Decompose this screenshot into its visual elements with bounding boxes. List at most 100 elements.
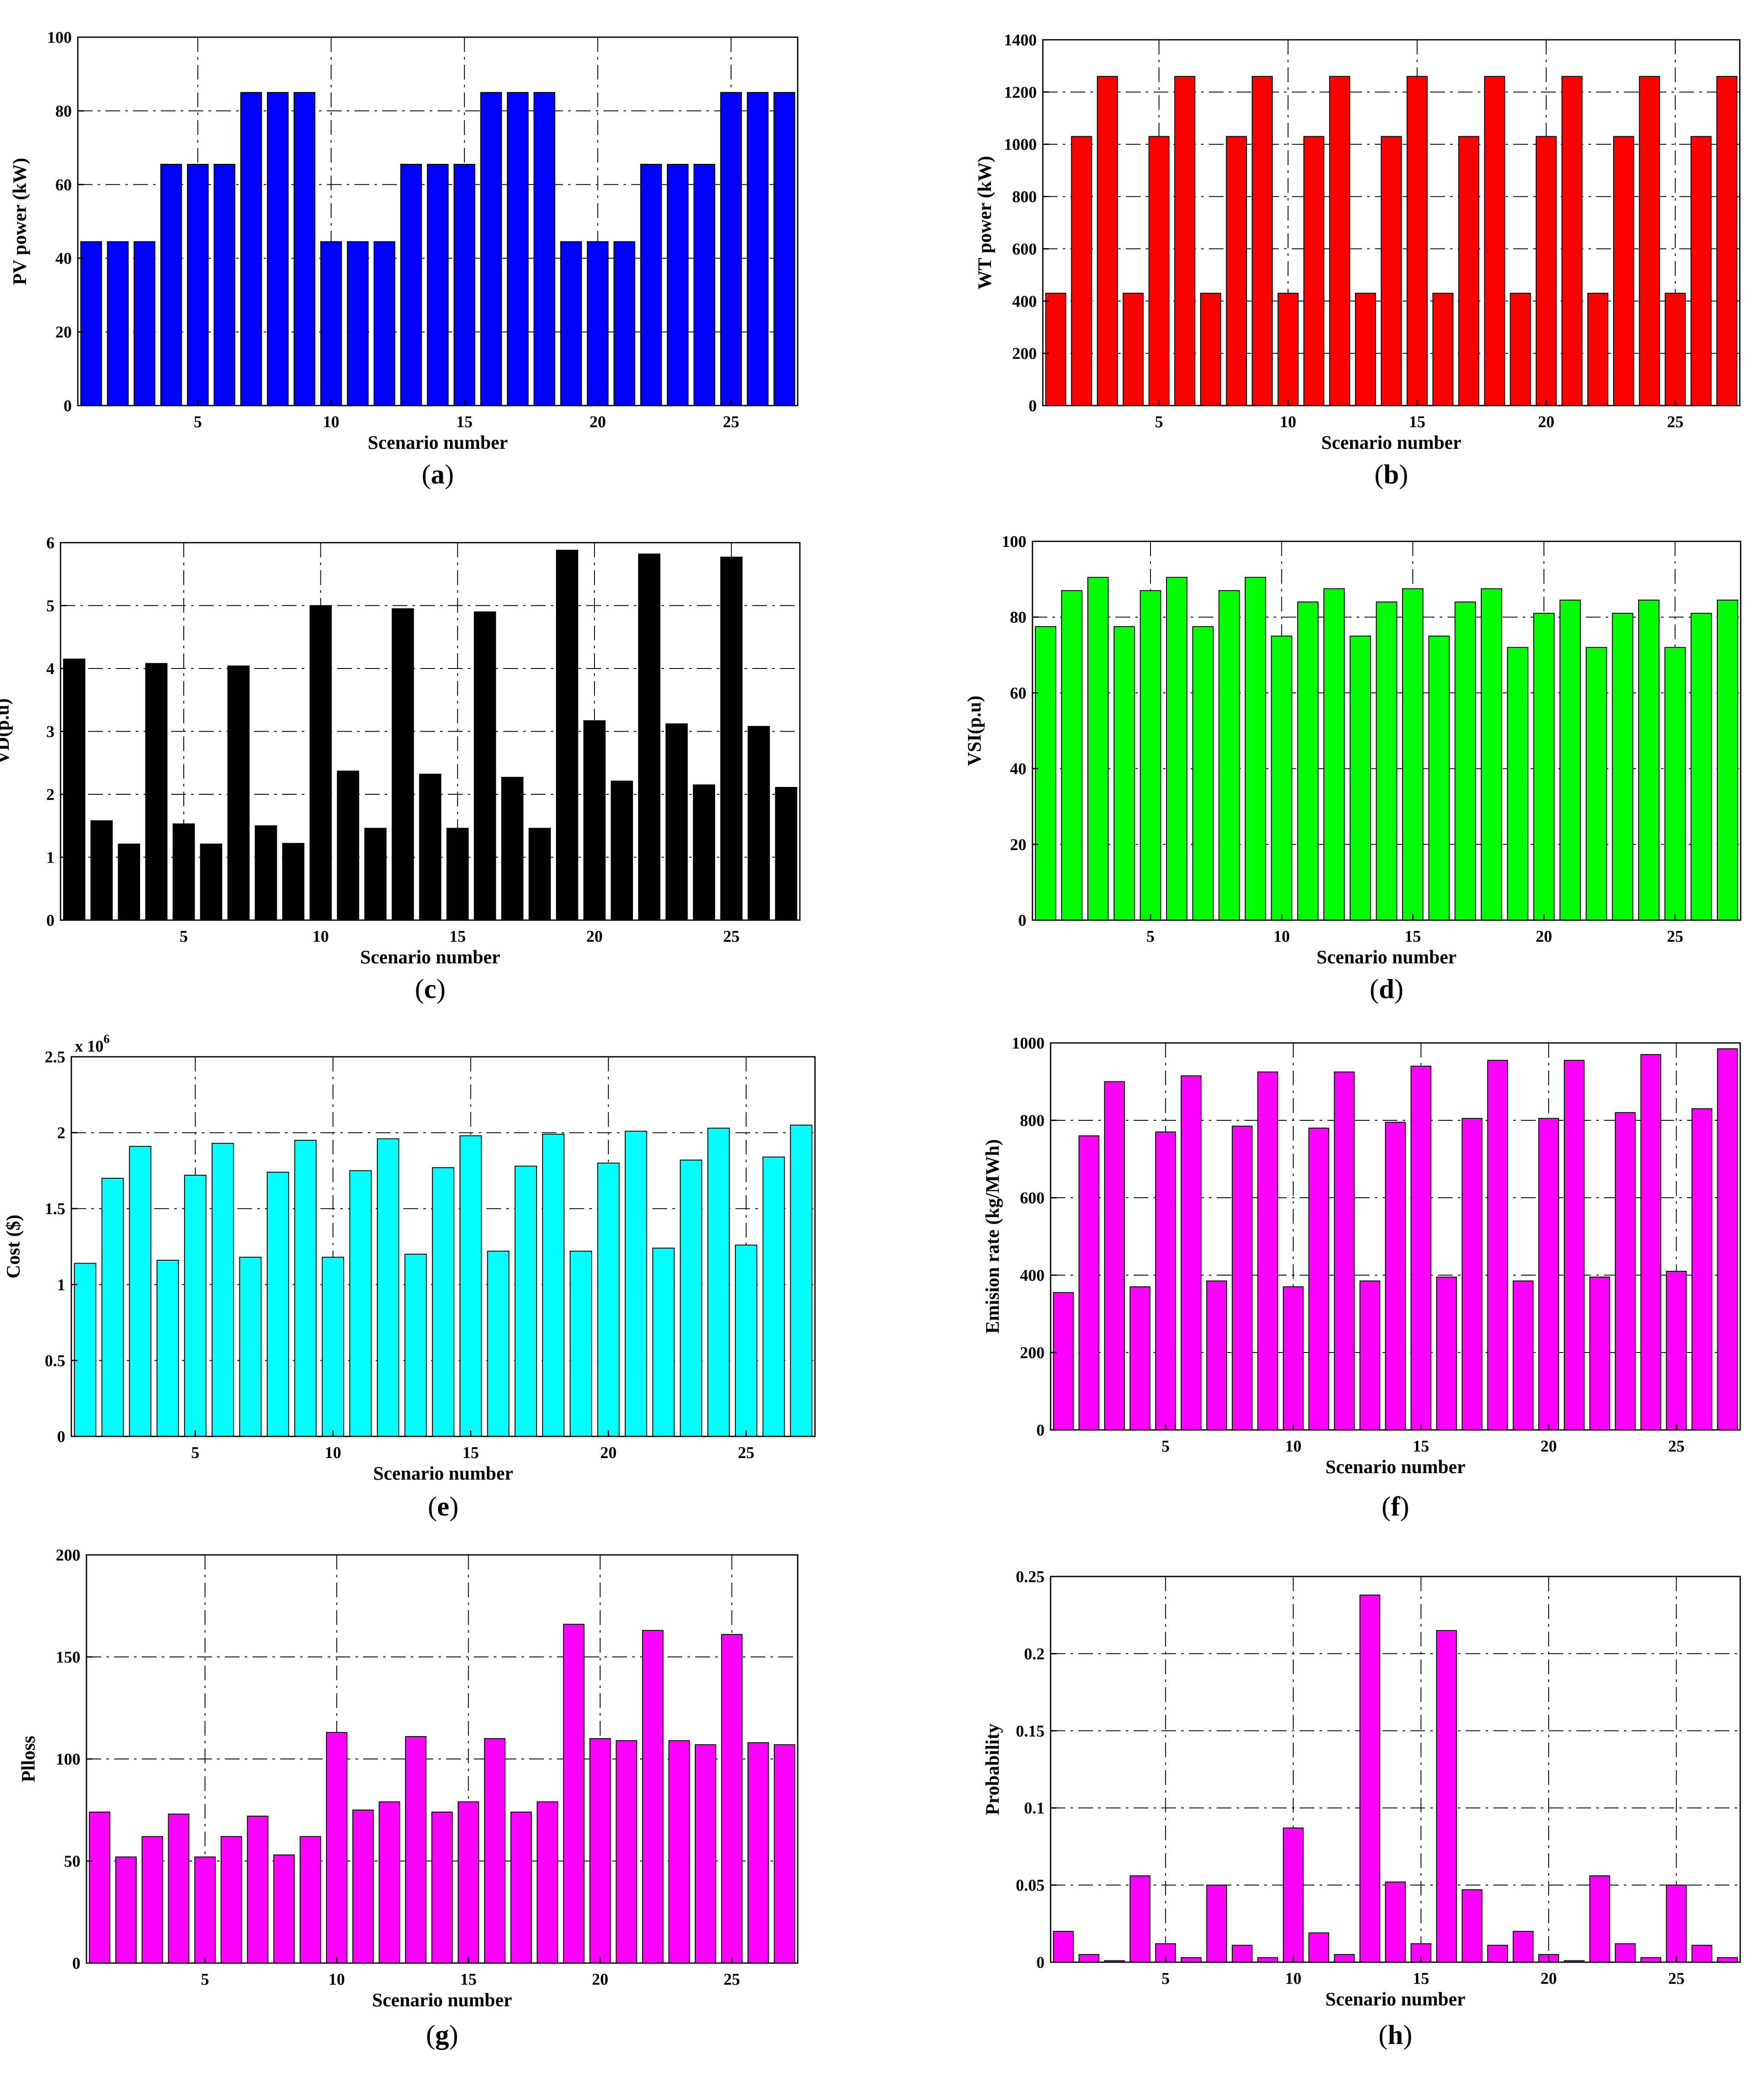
bar-e-2: [101, 1177, 124, 1437]
bar-h-17: [1461, 1889, 1483, 1963]
bar-a-20: [587, 241, 609, 406]
caption-paren-open: (: [428, 1491, 437, 1522]
bar-b-18: [1484, 76, 1505, 406]
bar-c-1: [63, 659, 86, 921]
bar-g-3: [141, 1836, 163, 1963]
caption-paren-open: (: [426, 2019, 435, 2050]
bar-e-3: [129, 1146, 152, 1437]
bar-g-20: [589, 1738, 611, 1964]
bar-a-22: [640, 163, 662, 406]
x-tick-label: 15: [1405, 927, 1421, 946]
bar-f-16: [1436, 1276, 1457, 1431]
bar-h-10: [1283, 1827, 1304, 1963]
bar-a-10: [320, 241, 342, 406]
y-tick-label: 100: [1002, 533, 1026, 551]
bar-c-6: [200, 843, 223, 921]
bar-e-6: [211, 1143, 234, 1437]
caption-paren-open: (: [1382, 1491, 1391, 1522]
bar-c-21: [610, 780, 633, 921]
bar-c-24: [693, 784, 716, 921]
bar-b-12: [1329, 76, 1350, 406]
x-tick-label: 20: [1536, 927, 1552, 946]
bar-h-23: [1615, 1943, 1636, 1963]
bar-e-20: [597, 1162, 620, 1437]
bar-a-7: [240, 92, 262, 406]
bar-f-18: [1487, 1060, 1508, 1430]
y-tick-label: 0: [1036, 1954, 1045, 1972]
bar-e-10: [322, 1257, 345, 1437]
y-axis-label: Plloss: [18, 1736, 39, 1782]
x-tick-label: 20: [1540, 1437, 1557, 1455]
bar-d-11: [1297, 601, 1319, 921]
chart-panel-b: 0 200 400 600 800 1000 1200 1400 5 10 15 20 25 Scenar…: [974, 31, 1741, 489]
bar-e-26: [762, 1156, 785, 1437]
x-tick-label: 20: [592, 1970, 608, 1989]
y-tick-label: 40: [55, 249, 72, 268]
bar-a-1: [80, 241, 102, 406]
bar-g-26: [747, 1742, 769, 1963]
x-tick-label: 15: [1413, 1437, 1429, 1455]
caption-paren-close: ): [1399, 459, 1408, 489]
bar-d-26: [1690, 613, 1712, 921]
bar-g-19: [563, 1624, 585, 1963]
bar-f-3: [1104, 1081, 1125, 1430]
bar-c-18: [528, 828, 551, 921]
x-tick-label: 5: [1155, 413, 1163, 431]
bar-f-1: [1053, 1292, 1074, 1430]
axes-frame: [1050, 1576, 1741, 1963]
y-tick-label: 0: [1036, 1421, 1045, 1439]
y-axis-label: PV power (kW): [9, 158, 30, 285]
bar-c-8: [255, 825, 277, 921]
bar-d-8: [1218, 590, 1240, 921]
panel-caption: (g): [426, 2019, 458, 2050]
bar-d-21: [1559, 599, 1581, 921]
bar-b-3: [1096, 76, 1118, 406]
y-tick-label: 60: [55, 176, 72, 194]
panel-caption: (a): [422, 459, 454, 489]
bar-h-6: [1180, 1957, 1202, 1963]
bar-c-26: [748, 726, 770, 921]
bar-d-9: [1245, 577, 1266, 921]
x-tick-label: 25: [1667, 927, 1683, 946]
bar-f-6: [1180, 1075, 1202, 1430]
bar-b-24: [1639, 76, 1660, 406]
caption-letter: f: [1391, 1491, 1400, 1522]
bar-c-27: [775, 787, 798, 921]
bar-g-14: [431, 1811, 453, 1964]
bar-h-24: [1640, 1957, 1662, 1963]
x-axis-label: Scenario number: [372, 1989, 512, 2011]
bar-h-9: [1257, 1957, 1278, 1963]
caption-letter: a: [431, 459, 445, 489]
bar-c-12: [364, 828, 387, 921]
y-tick-label: 80: [1010, 608, 1026, 627]
bar-a-13: [400, 163, 422, 406]
bar-c-16: [473, 611, 496, 921]
bar-c-25: [720, 556, 743, 921]
bar-d-19: [1507, 647, 1528, 921]
bar-g-16: [484, 1738, 506, 1964]
bar-d-27: [1717, 599, 1738, 921]
caption-letter: e: [437, 1491, 449, 1522]
bar-b-21: [1561, 76, 1583, 406]
x-axis-label: Scenario number: [1317, 947, 1457, 968]
y-tick-label: 20: [55, 323, 72, 342]
bar-h-11: [1308, 1932, 1329, 1963]
y-tick-label: 0.05: [1016, 1877, 1045, 1895]
bar-f-15: [1410, 1065, 1432, 1430]
panel-caption: (c): [415, 973, 445, 1004]
y-tick-label: 400: [1012, 292, 1037, 310]
caption-letter: h: [1388, 2019, 1403, 2050]
caption-paren-close: ): [1394, 973, 1403, 1004]
bar-h-13: [1359, 1594, 1381, 1963]
axes-frame: [70, 1056, 816, 1437]
bar-f-13: [1359, 1280, 1381, 1431]
bar-e-7: [239, 1257, 262, 1437]
y-tick-label: 0.1: [1024, 1799, 1045, 1817]
caption-letter: g: [435, 2019, 449, 2050]
bar-a-4: [160, 163, 182, 406]
x-axis-label: Scenario number: [1326, 1989, 1466, 2010]
bar-b-19: [1510, 293, 1531, 406]
bar-g-23: [668, 1740, 690, 1963]
bar-b-23: [1613, 136, 1634, 406]
bar-h-22: [1589, 1875, 1611, 1963]
